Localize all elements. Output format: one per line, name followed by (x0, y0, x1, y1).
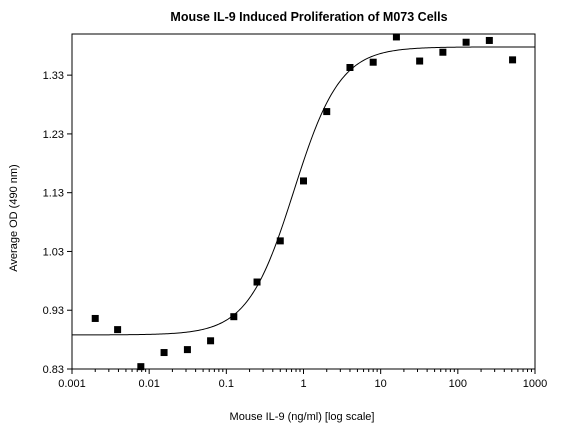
data-point (183, 346, 191, 354)
data-point (462, 38, 470, 46)
x-axis-label: Mouse IL-9 (ng/ml) [log scale] (230, 411, 375, 423)
data-point (346, 64, 354, 71)
data-point (114, 326, 122, 334)
y-tick-label: 0.93 (43, 305, 64, 317)
chart-title: Mouse IL-9 Induced Proliferation of M073… (170, 10, 447, 24)
data-point (323, 108, 331, 116)
axis-ticks (67, 74, 536, 374)
fit-curve (72, 46, 535, 336)
y-tick-label: 1.23 (43, 129, 64, 141)
data-point (485, 36, 493, 44)
x-tick-label: 0.001 (58, 378, 86, 390)
data-point (253, 278, 261, 286)
x-tick-label: 1 (300, 378, 306, 390)
data-point (392, 33, 400, 41)
data-point (439, 48, 447, 56)
data-point (300, 177, 307, 185)
data-point (207, 337, 215, 345)
y-axis-label: Average OD (490 nm) (8, 164, 20, 271)
y-tick-label: 1.03 (43, 246, 64, 258)
y-tick-label: 1.33 (43, 70, 64, 82)
x-tick-label: 1000 (523, 378, 547, 390)
x-tick-label: 0.1 (219, 378, 234, 390)
data-point (509, 56, 517, 64)
y-tick-label: 1.13 (43, 188, 64, 200)
plot-frame (71, 33, 536, 370)
data-point (369, 58, 377, 66)
data-points (91, 33, 517, 371)
x-tick-label: 0.01 (138, 378, 159, 390)
data-point (230, 313, 238, 321)
data-point (137, 363, 145, 371)
y-tick-label: 0.83 (43, 364, 64, 376)
x-tick-label: 10 (375, 378, 387, 390)
data-point (91, 314, 99, 322)
x-tick-label: 100 (449, 378, 467, 390)
data-point (416, 57, 424, 65)
data-point (160, 349, 168, 357)
data-point (276, 237, 284, 245)
axis-tick-labels: 0.001 0.01 0.1 1 10 100 1000 0.83 0.93 1.03 1.13 1.… (43, 70, 548, 390)
